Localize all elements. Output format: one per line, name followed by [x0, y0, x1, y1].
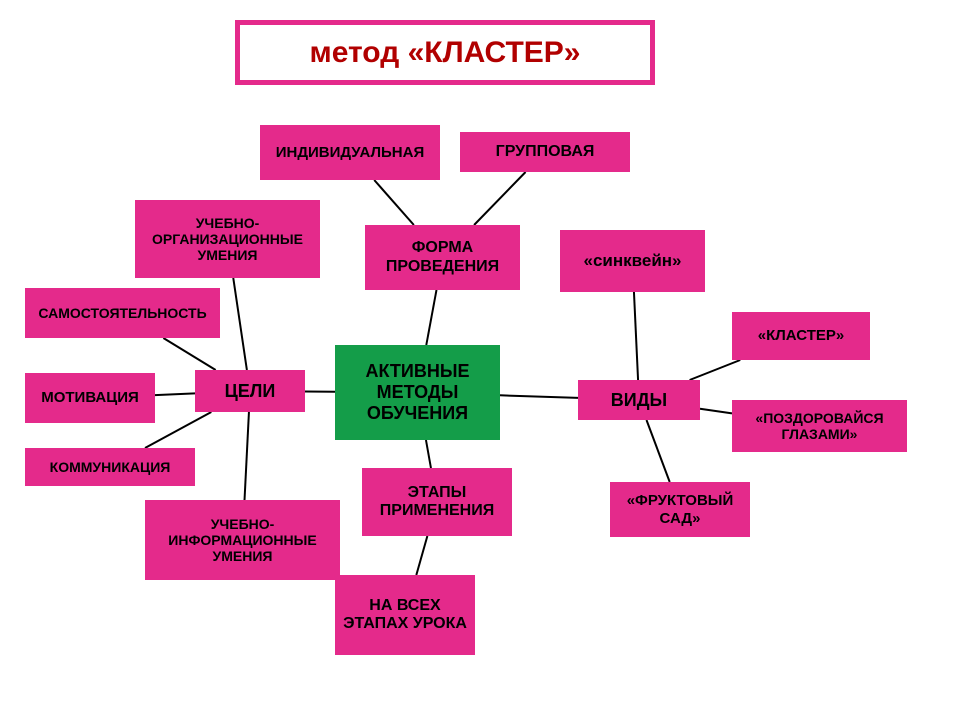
- node-etapy: ЭТАПЫ ПРИМЕНЕНИЯ: [362, 468, 512, 536]
- node-uchorg: УЧЕБНО-ОРГАНИЗАЦИОННЫЕ УМЕНИЯ: [135, 200, 320, 278]
- edge-vidy-sinkvein: [634, 292, 638, 380]
- edge-tseli-motiv: [155, 393, 195, 395]
- edge-tseli-samost: [163, 338, 215, 370]
- node-glaza: «ПОЗДОРОВАЙСЯ ГЛАЗАМИ»: [732, 400, 907, 452]
- node-samost: САМОСТОЯТЕЛЬНОСТЬ: [25, 288, 220, 338]
- node-klaster: «КЛАСТЕР»: [732, 312, 870, 360]
- node-forma: ФОРМА ПРОВЕДЕНИЯ: [365, 225, 520, 290]
- edge-tseli-uchorg: [233, 278, 247, 370]
- node-frukt: «ФРУКТОВЫЙ САД»: [610, 482, 750, 537]
- edge-forma-grupp: [474, 172, 525, 225]
- edge-forma-individ: [374, 180, 414, 225]
- node-grupp: ГРУППОВАЯ: [460, 132, 630, 172]
- node-sinkvein: «синквейн»: [560, 230, 705, 292]
- edge-center-etapy: [426, 440, 431, 468]
- node-center: АКТИВНЫЕ МЕТОДЫ ОБУЧЕНИЯ: [335, 345, 500, 440]
- edge-etapy-navseh: [416, 536, 427, 575]
- diagram-title: метод «КЛАСТЕР»: [235, 20, 655, 85]
- diagram-canvas: метод «КЛАСТЕР» АКТИВНЫЕ МЕТОДЫ ОБУЧЕНИЯ…: [0, 0, 960, 720]
- node-individ: ИНДИВИДУАЛЬНАЯ: [260, 125, 440, 180]
- diagram-title-text: метод «КЛАСТЕР»: [310, 36, 581, 70]
- edge-tseli-uchinf: [245, 412, 249, 500]
- node-komm: КОММУНИКАЦИЯ: [25, 448, 195, 486]
- edge-vidy-klaster: [690, 360, 741, 380]
- node-motiv: МОТИВАЦИЯ: [25, 373, 155, 423]
- edge-vidy-frukt: [646, 420, 669, 482]
- node-vidy: ВИДЫ: [578, 380, 700, 420]
- node-uchinf: УЧЕБНО-ИНФОРМАЦИОННЫЕ УМЕНИЯ: [145, 500, 340, 580]
- node-tseli: ЦЕЛИ: [195, 370, 305, 412]
- edge-vidy-glaza: [700, 409, 732, 414]
- edge-center-forma: [426, 290, 436, 345]
- edge-center-vidy: [500, 395, 578, 398]
- node-navseh: НА ВСЕХ ЭТАПАХ УРОКА: [335, 575, 475, 655]
